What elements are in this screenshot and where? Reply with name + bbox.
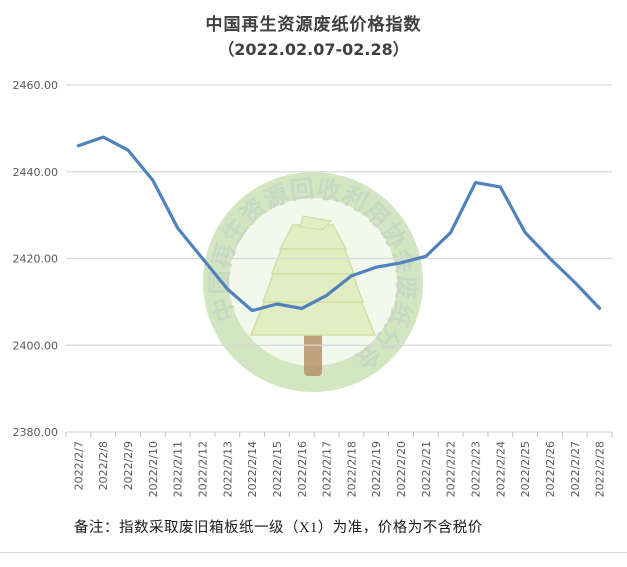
x-tick-label: 2022/2/9	[122, 441, 135, 490]
x-tick-label: 2022/2/28	[594, 441, 607, 497]
tree-layer	[278, 224, 348, 250]
y-tick-label: 2460.00	[13, 79, 59, 92]
tree-tip	[299, 215, 333, 231]
x-tick-label: 2022/2/22	[445, 441, 458, 497]
x-tick-label: 2022/2/21	[420, 441, 433, 497]
y-tick-label: 2380.00	[13, 426, 59, 439]
tree-layer	[270, 246, 356, 275]
x-tick-label: 2022/2/24	[494, 441, 507, 497]
x-tick-label: 2022/2/19	[370, 441, 383, 497]
x-axis	[65, 432, 613, 437]
footnote: 备注：指数采取废旧箱板纸一级（X1）为准，价格为不含税价	[74, 520, 483, 536]
tree-trunk	[304, 330, 322, 376]
watermark-tree-icon	[249, 215, 377, 376]
x-tick-label: 2022/2/17	[321, 441, 334, 497]
chart-title-line1: 中国再生资源废纸价格指数	[205, 15, 422, 35]
x-tick-label: 2022/2/16	[296, 441, 309, 497]
price-index-series-line	[76, 135, 602, 313]
bottom-divider	[0, 552, 627, 553]
x-axis-labels: 2022/2/7 2022/2/8 2022/2/9 2022/2/10 2022/2/…	[72, 441, 606, 497]
association-watermark: 中国再生资源回收利用协会废纸分会	[203, 172, 423, 392]
y-tick-label: 2400.00	[13, 339, 59, 352]
x-tick-label: 2022/2/13	[221, 441, 234, 497]
x-tick-label: 2022/2/15	[271, 441, 284, 497]
y-tick-label: 2440.00	[13, 166, 59, 179]
y-tick-label: 2420.00	[13, 253, 59, 266]
chart-title: 中国再生资源废纸价格指数 （2022.02.07-02.28）	[0, 12, 627, 63]
x-tick-label: 2022/2/12	[197, 441, 210, 497]
x-tick-label: 2022/2/27	[569, 441, 582, 497]
x-tick-label: 2022/2/11	[172, 441, 185, 497]
x-tick-label: 2022/2/8	[97, 441, 110, 490]
x-tick-label: 2022/2/23	[470, 441, 483, 497]
x-tick-label: 2022/2/14	[246, 441, 259, 497]
x-tick-label: 2022/2/20	[395, 441, 408, 497]
x-tick-label: 2022/2/25	[519, 441, 532, 497]
x-tick-label: 2022/2/26	[544, 441, 557, 497]
tree-layer	[261, 271, 365, 303]
chart-title-subrange: （2022.02.07-02.28）	[218, 40, 409, 60]
x-tick-label: 2022/2/7	[72, 441, 85, 490]
x-tick-label: 2022/2/18	[345, 441, 358, 497]
x-tick-label: 2022/2/10	[147, 441, 160, 497]
y-axis-labels: 2380.00 2400.00 2420.00 2440.00 2460.00	[13, 79, 59, 439]
